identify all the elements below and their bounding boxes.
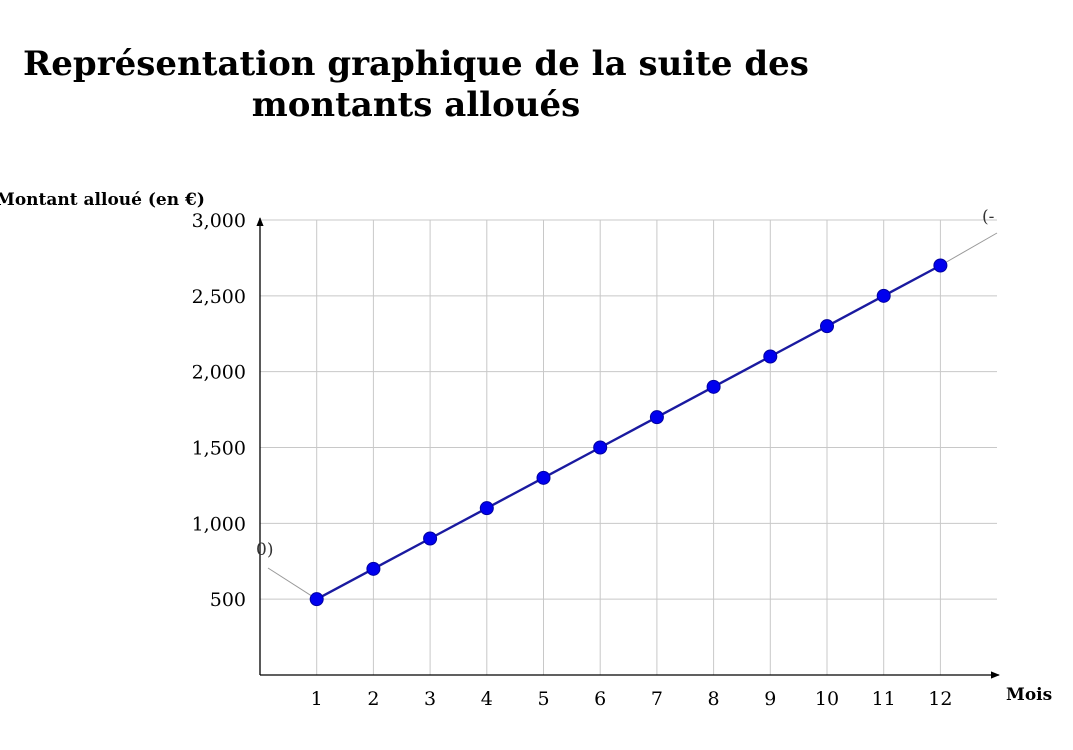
x-tick-label-11: 11 [872, 688, 896, 710]
chart-title-line-2: montants alloués [251, 85, 581, 125]
y-tick-label-500: 500 [210, 589, 246, 611]
x-tick-label-7: 7 [651, 688, 663, 710]
series [309, 258, 948, 607]
annotation-label-right: (- [982, 207, 994, 227]
x-tick-label-1: 1 [311, 688, 323, 710]
data-point-6 [593, 440, 608, 455]
y-tick-label-1500: 1,500 [192, 438, 246, 460]
y-tick-label-1000: 1,000 [192, 513, 246, 535]
annotation-label-left: 0) [256, 540, 273, 560]
x-tick-label-4: 4 [481, 688, 493, 710]
grid [260, 219, 997, 675]
y-tick-label-2000: 2,000 [192, 362, 246, 384]
x-tick-label-2: 2 [367, 688, 379, 710]
axes [256, 217, 1000, 679]
annotation-line-left [267, 567, 317, 600]
y-axis-label: Montant alloué (en €) [0, 190, 205, 210]
y-tick-label-3000: 3,000 [192, 210, 246, 232]
data-point-10 [820, 319, 834, 334]
data-point-2 [366, 561, 381, 576]
x-tick-label-10: 10 [815, 688, 839, 710]
annotation-line-right [940, 232, 998, 266]
x-tick-label-12: 12 [928, 688, 952, 710]
data-point-8 [706, 379, 721, 394]
x-tick-label-9: 9 [764, 688, 776, 710]
x-tick-label-6: 6 [594, 688, 606, 710]
x-tick-label-8: 8 [708, 688, 720, 710]
data-point-4 [479, 501, 494, 516]
chart-title-line-1: Représentation graphique de la suite des [23, 44, 809, 84]
x-tick-label-3: 3 [424, 688, 436, 710]
chart-title: Représentation graphique de la suite des… [0, 44, 832, 126]
data-point-7 [649, 410, 664, 425]
series-line-0 [316, 264, 941, 601]
data-point-5 [536, 470, 551, 485]
annotation-lines [267, 232, 998, 600]
data-point-3 [423, 531, 438, 546]
y-tick-label-2500: 2,500 [192, 286, 246, 308]
x-tick-label-5: 5 [537, 688, 549, 710]
data-point-11 [876, 288, 891, 303]
data-point-9 [763, 349, 778, 364]
data-point-1 [309, 592, 324, 607]
x-axis-label: Mois [1006, 685, 1052, 705]
tick-labels: 1 2 3 4 5 6 7 8 9 10 11 125001,0001,5002,0002,5003,… [192, 210, 953, 710]
data-point-12 [933, 258, 948, 273]
